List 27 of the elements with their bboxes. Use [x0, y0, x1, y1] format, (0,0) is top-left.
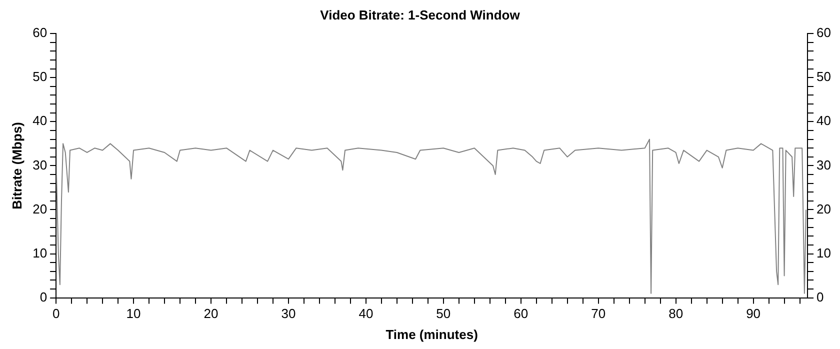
y-tick-label: 40 — [32, 113, 48, 128]
y-tick-label: 0 — [40, 289, 48, 304]
y-tick-label: 50 — [32, 69, 48, 84]
y-axis-title: Bitrate (Mbps) — [9, 122, 24, 210]
x-tick-label: 60 — [514, 306, 528, 322]
chart-title: Video Bitrate: 1-Second Window — [320, 7, 521, 22]
y2-tick-label: 40 — [816, 113, 832, 128]
x-tick-label: 70 — [591, 306, 606, 322]
x-tick-label: 30 — [281, 306, 296, 322]
y-tick-label: 30 — [32, 157, 48, 172]
x-tick-label: 0 — [52, 306, 60, 322]
x-tick-label: 50 — [436, 306, 451, 322]
x-tick-label: 20 — [204, 306, 218, 322]
y-tick-label: 10 — [32, 245, 48, 260]
y-tick-label: 60 — [32, 25, 48, 40]
y2-tick-label: 20 — [816, 201, 832, 216]
y-tick-label: 20 — [32, 201, 48, 216]
x-tick-label: 10 — [126, 306, 141, 322]
x-tick-label: 80 — [668, 306, 684, 322]
y2-tick-label: 50 — [816, 69, 832, 84]
y2-tick-label: 0 — [816, 289, 824, 304]
x-tick-label: 90 — [746, 306, 761, 322]
y2-tick-label: 30 — [816, 157, 832, 172]
x-tick-label: 40 — [358, 306, 374, 322]
y2-tick-label: 60 — [816, 25, 832, 40]
x-axis-title: Time (minutes) — [386, 326, 478, 342]
y2-tick-label: 10 — [816, 245, 832, 260]
